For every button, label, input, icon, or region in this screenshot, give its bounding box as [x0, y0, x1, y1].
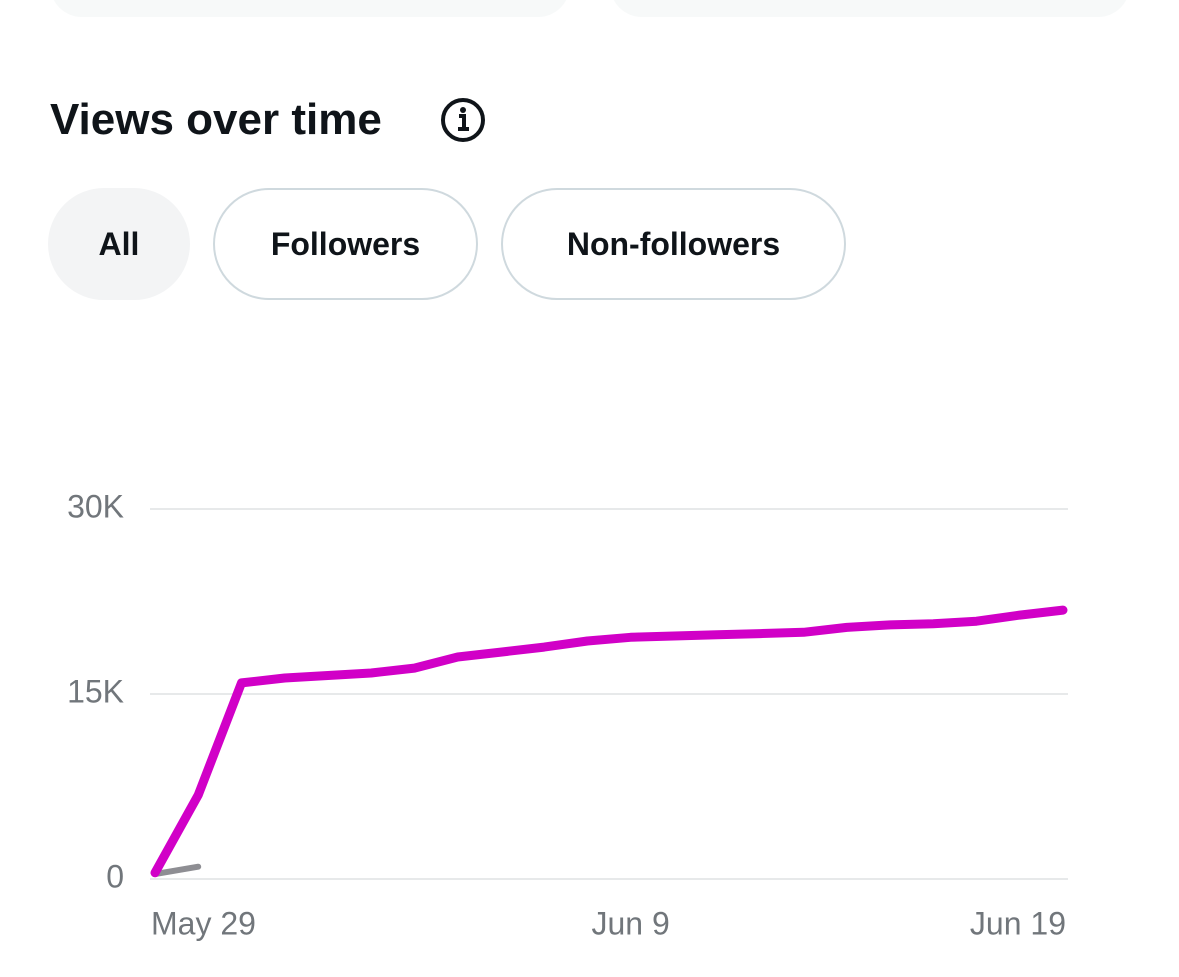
info-icon[interactable]: [438, 95, 488, 145]
y-tick-label: 30K: [67, 488, 124, 524]
x-tick-label: Jun 9: [591, 905, 669, 941]
summary-card: [50, 0, 570, 17]
series-line: [152, 863, 202, 878]
x-tick-label: Jun 19: [970, 905, 1066, 941]
section-title: Views over time: [50, 95, 382, 144]
series-line: [150, 605, 1068, 878]
summary-card: [610, 0, 1130, 17]
y-tick-label: 0: [106, 858, 124, 894]
filter-pill[interactable]: All: [48, 188, 190, 300]
filter-pill[interactable]: Non-followers: [501, 188, 846, 300]
x-tick-label: May 29: [151, 905, 256, 941]
y-tick-label: 15K: [67, 673, 124, 709]
filter-pill[interactable]: Followers: [213, 188, 478, 300]
